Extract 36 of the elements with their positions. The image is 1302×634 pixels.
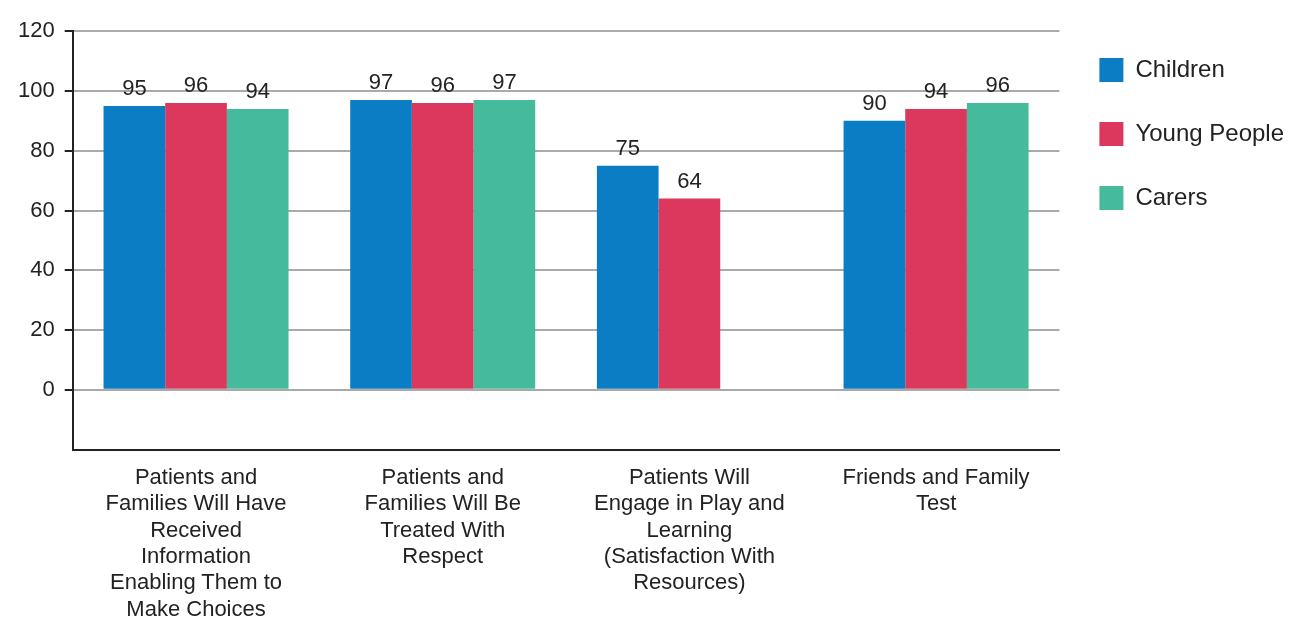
data-label: 75 xyxy=(615,134,640,160)
data-label: 97 xyxy=(492,69,517,94)
x-tick-label: Patients and Families Will Be Treated With Respect xyxy=(364,463,521,569)
data-label: 95 xyxy=(122,74,147,100)
legend-label: Carers xyxy=(1135,182,1208,210)
data-label: 97 xyxy=(368,69,394,94)
bar xyxy=(596,165,659,389)
bar xyxy=(658,198,721,389)
y-tick-label: 60 xyxy=(30,196,55,222)
bar xyxy=(411,102,474,389)
bar xyxy=(473,99,536,389)
legend-label: Young People xyxy=(1135,118,1284,146)
y-tick-label: 0 xyxy=(42,375,55,401)
y-tick-label: 40 xyxy=(30,256,55,282)
bar xyxy=(226,108,289,389)
data-label: 90 xyxy=(862,89,887,115)
y-tick-label: 80 xyxy=(30,136,55,162)
bar xyxy=(905,108,967,389)
y-tick-label: 120 xyxy=(17,17,55,43)
x-tick-label: Friends and Family Test xyxy=(842,463,1030,516)
y-tick-label: 20 xyxy=(30,316,55,342)
bar xyxy=(103,105,166,389)
x-tick-label: Patients and Families Will Have Received Information Enabling Them to Make Choices xyxy=(105,463,287,621)
legend-label: Children xyxy=(1135,54,1225,82)
bar xyxy=(843,120,906,389)
data-label: 64 xyxy=(677,167,702,193)
data-label: 94 xyxy=(245,77,270,103)
data-label: 94 xyxy=(923,77,949,103)
bar xyxy=(350,99,412,389)
y-tick-label: 100 xyxy=(17,77,55,103)
x-tick-label: Patients Will Engage in Play and Learning (Satisfaction With Resources) xyxy=(593,463,785,595)
data-label: 96 xyxy=(183,71,209,97)
data-label: 96 xyxy=(430,71,455,97)
data-label: 96 xyxy=(985,71,1010,97)
bar xyxy=(966,102,1029,389)
bar xyxy=(165,102,227,389)
